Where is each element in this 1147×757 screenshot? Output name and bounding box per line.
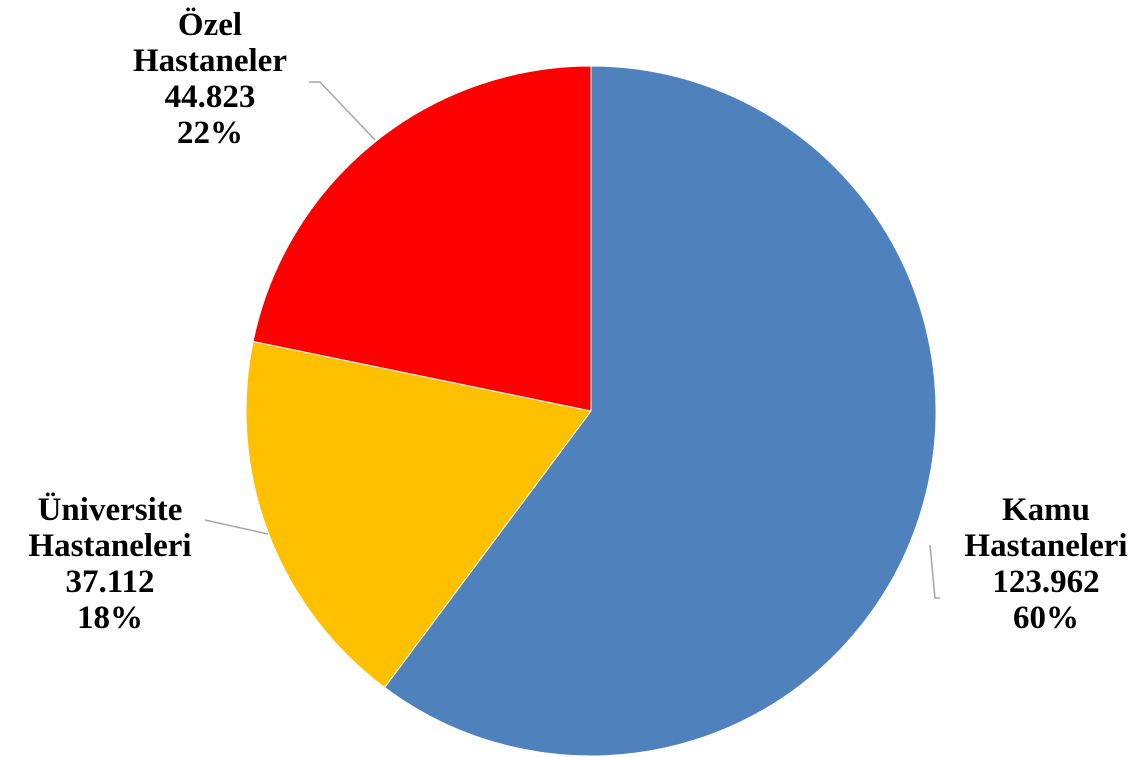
pie-slice-ozel-hastaneler (252, 65, 592, 412)
slice-category-line-1: Kamu (1002, 492, 1090, 528)
pie-slice-universite-hastaneleri (245, 340, 592, 689)
slice-value: 44.823 (165, 79, 256, 115)
leader-lines (204, 81, 940, 599)
pie-slices (245, 65, 937, 757)
slice-category-line-2: Hastaneleri (28, 528, 191, 564)
slice-value: 123.962 (992, 564, 1099, 600)
slice-category-line-2: Hastaneleri (964, 528, 1127, 564)
slice-value: 37.112 (66, 564, 155, 600)
pie-slice-kamu-hastaneleri (383, 65, 937, 757)
slice-percent: 22% (177, 115, 243, 151)
slice-category-line-1: Özel (178, 6, 242, 43)
leader-line-ozel-hastaneler (309, 81, 376, 141)
slice-percent: 18% (77, 600, 143, 636)
slice-category-line-2: Hastaneler (133, 43, 287, 79)
leader-line-kamu-hastaneleri (929, 544, 940, 599)
data-labels: KamuHastaneleri123.96260%ÜniversiteHasta… (28, 6, 1127, 636)
slice-category-line-1: Üniversite (38, 491, 183, 528)
leader-line-universite-hastaneleri (204, 519, 269, 535)
slice-percent: 60% (1013, 600, 1079, 636)
